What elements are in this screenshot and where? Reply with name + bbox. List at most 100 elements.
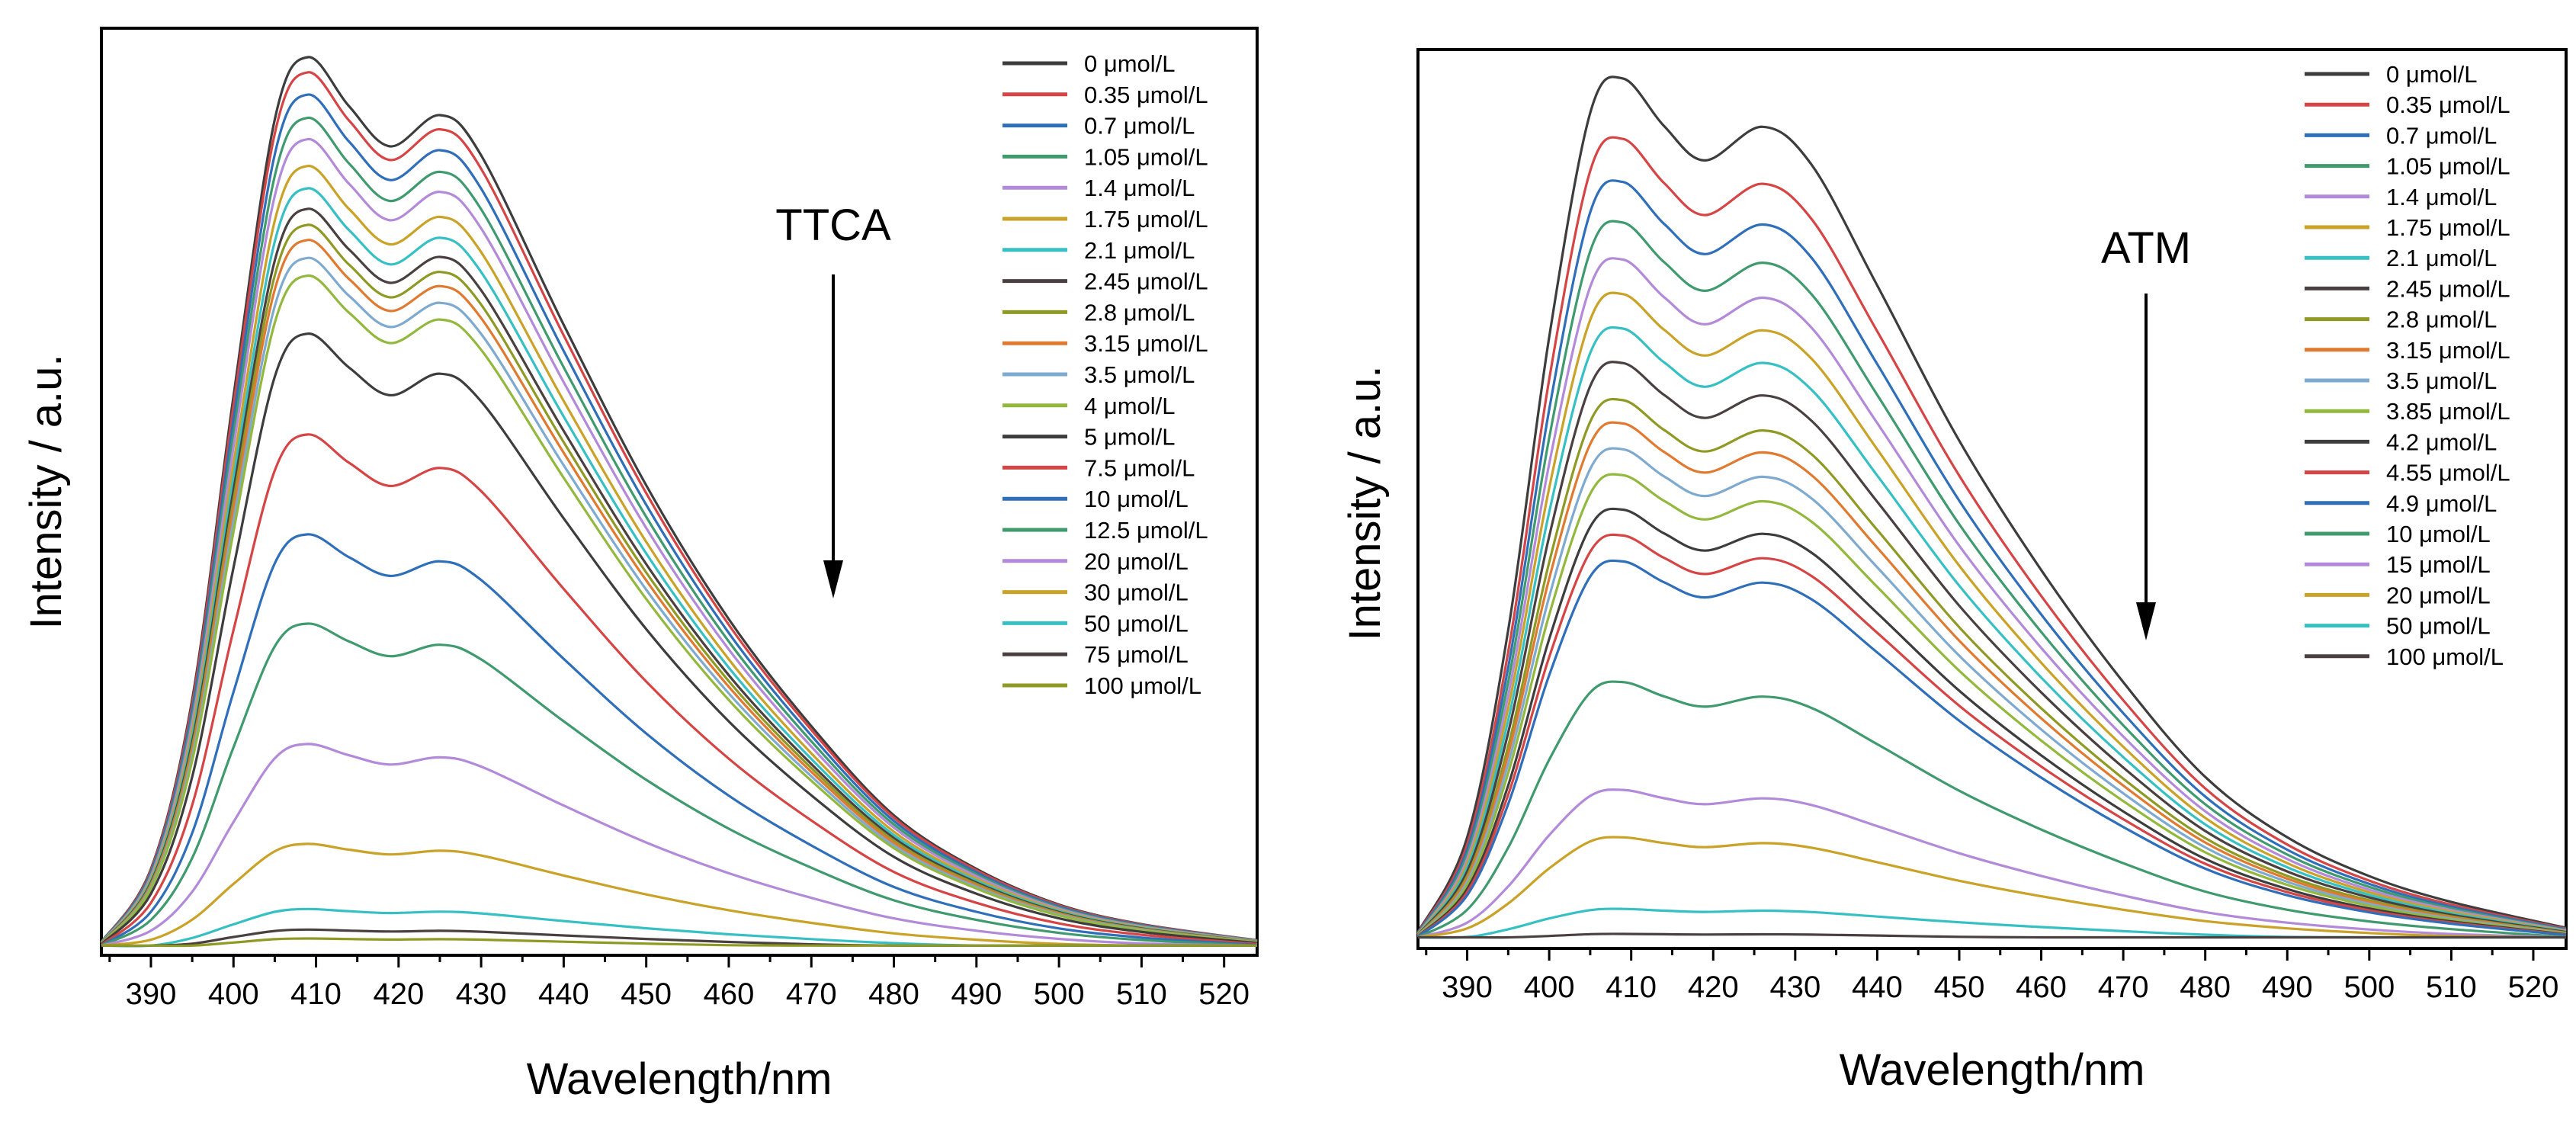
legend-label: 50 μmol/L [1084, 610, 1189, 637]
x-tick-label: 520 [2508, 971, 2559, 1004]
legend-label: 30 μmol/L [1084, 579, 1189, 606]
legend-label: 10 μmol/L [1084, 486, 1189, 512]
legend-label: 1.75 μmol/L [1084, 206, 1208, 233]
series-line [100, 207, 1258, 945]
x-tick-label: 460 [704, 977, 755, 1011]
x-axis-ticks: 390 400 410 420 430 440 450 460 470 480 490 500 510 5… [1425, 948, 2559, 1004]
series-line [1416, 136, 2567, 934]
series-line [1416, 257, 2567, 935]
series-line [100, 256, 1258, 945]
chart-panel-ttca: 390 400 410 420 430 440 450 460 470 480 490 500 510 5… [21, 27, 1259, 1104]
series-line [1417, 836, 2567, 939]
series-line [101, 533, 1258, 947]
legend-label: 20 μmol/L [2386, 582, 2491, 608]
series-line [101, 937, 1257, 948]
series-line [100, 187, 1258, 945]
series-line [100, 138, 1258, 944]
series-line [100, 71, 1258, 943]
plot-frame [1416, 48, 2568, 950]
series-line [1417, 680, 2567, 939]
x-tick-label: 420 [1688, 971, 1739, 1004]
x-tick-label: 490 [951, 977, 1002, 1011]
series-line [1416, 397, 2567, 936]
series-line [1416, 291, 2567, 935]
series-line [1416, 559, 2567, 939]
series-line [100, 239, 1258, 945]
legend-label: 0.35 μmol/L [1084, 82, 1208, 108]
x-tick-label: 460 [2016, 971, 2067, 1004]
series-line [100, 433, 1258, 946]
series-line [101, 743, 1258, 947]
x-tick-label: 440 [538, 977, 589, 1011]
legend-label: 3.5 μmol/L [1084, 361, 1195, 388]
annotation-label: TTCA [775, 201, 891, 250]
legend-label: 75 μmol/L [1084, 641, 1189, 668]
legend-label: 1.05 μmol/L [2386, 153, 2510, 180]
series-line [1416, 473, 2567, 938]
annotation-arrow [823, 274, 843, 598]
x-tick-label: 390 [1442, 971, 1493, 1004]
legend-label: 50 μmol/L [2386, 613, 2491, 640]
legend-label: 3.15 μmol/L [2386, 337, 2510, 364]
x-tick-label: 400 [208, 977, 259, 1011]
series-line [1416, 326, 2567, 935]
x-axis-ticks: 390 400 410 420 430 440 450 460 470 480 490 500 510 5… [108, 955, 1250, 1011]
legend-label: 0.35 μmol/L [2386, 91, 2510, 118]
legend-label: 5 μmol/L [1084, 424, 1176, 451]
legend-label: 12.5 μmol/L [1084, 517, 1208, 544]
legend-label: 2.1 μmol/L [2386, 245, 2497, 271]
legend-label: 2.45 μmol/L [1084, 268, 1208, 295]
legend: 0 μmol/L 0.35 μmol/L 0.7 μmol/L 1.05 μmol/L… [2305, 61, 2510, 670]
series-line [1416, 220, 2567, 935]
x-axis-label: Wavelength/nm [1840, 1045, 2145, 1095]
spectra-curves [1416, 75, 2567, 939]
y-axis-label: Intensity / a.u. [1340, 365, 1390, 640]
legend-label: 10 μmol/L [2386, 521, 2491, 547]
annotation-arrow [2136, 294, 2156, 640]
legend-label: 0.7 μmol/L [2386, 122, 2497, 149]
series-line [1416, 507, 2567, 938]
series-line [1418, 932, 2566, 939]
series-line [100, 223, 1258, 945]
x-tick-label: 470 [786, 977, 837, 1011]
series-line [100, 117, 1258, 944]
series-line [1416, 421, 2567, 937]
x-tick-label: 480 [868, 977, 919, 1011]
legend-label: 2.8 μmol/L [1084, 299, 1195, 326]
x-tick-label: 400 [1524, 971, 1575, 1004]
series-line [100, 93, 1258, 943]
legend-label: 100 μmol/L [1084, 672, 1201, 699]
x-tick-label: 450 [1934, 971, 1985, 1004]
legend-label: 0 μmol/L [1084, 50, 1176, 77]
legend-label: 0.7 μmol/L [1084, 113, 1195, 140]
x-tick-label: 500 [2343, 971, 2395, 1004]
x-axis-label: Wavelength/nm [527, 1054, 832, 1104]
series-line [100, 274, 1258, 945]
legend-label: 7.5 μmol/L [1084, 454, 1195, 481]
legend-label: 0 μmol/L [2386, 61, 2478, 88]
legend-label: 1.4 μmol/L [2386, 184, 2497, 210]
x-tick-label: 510 [2426, 971, 2477, 1004]
series-line [101, 842, 1258, 948]
x-tick-label: 430 [456, 977, 507, 1011]
legend-label: 4.9 μmol/L [2386, 490, 2497, 517]
series-line [100, 165, 1258, 944]
x-tick-label: 420 [373, 977, 424, 1011]
legend-label: 4 μmol/L [1084, 393, 1176, 419]
series-line [1416, 75, 2567, 933]
series-line [100, 332, 1258, 945]
x-tick-label: 390 [126, 977, 177, 1011]
x-tick-label: 490 [2262, 971, 2313, 1004]
series-line [1417, 788, 2567, 939]
series-line [1416, 179, 2567, 934]
legend-label: 4.55 μmol/L [2386, 460, 2510, 486]
legend-label: 1.75 μmol/L [2386, 214, 2510, 241]
x-tick-label: 480 [2180, 971, 2231, 1004]
series-line [1416, 533, 2567, 938]
legend: 0 μmol/L 0.35 μmol/L 0.7 μmol/L 1.05 μmol/L… [1002, 50, 1208, 699]
legend-label: 3.85 μmol/L [2386, 398, 2510, 425]
y-axis-label: Intensity / a.u. [21, 354, 71, 629]
series-line [101, 622, 1258, 947]
legend-label: 4.2 μmol/L [2386, 428, 2497, 455]
